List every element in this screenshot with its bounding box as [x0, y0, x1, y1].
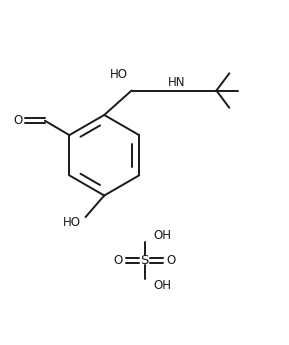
Text: O: O — [13, 114, 22, 127]
Text: O: O — [113, 254, 122, 267]
Text: HO: HO — [63, 216, 81, 229]
Text: OH: OH — [153, 279, 171, 292]
Text: HN: HN — [168, 76, 186, 89]
Text: HO: HO — [110, 68, 128, 81]
Text: OH: OH — [153, 229, 171, 242]
Text: S: S — [140, 254, 149, 267]
Text: O: O — [167, 254, 176, 267]
